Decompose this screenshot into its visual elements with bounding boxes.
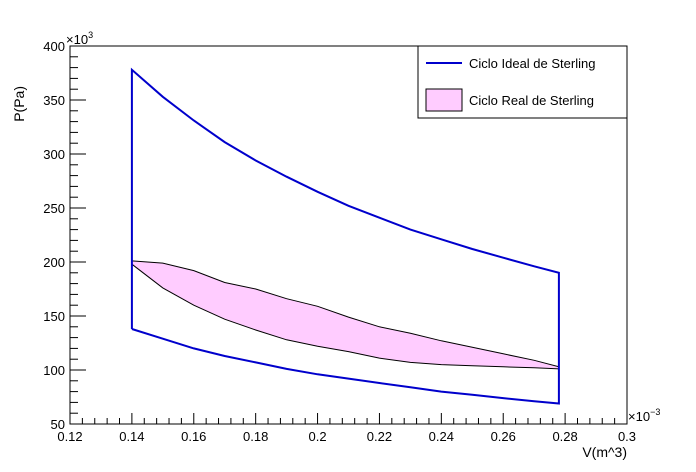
x-tick-label: 0.22 <box>367 429 392 444</box>
y-tick-label: 200 <box>43 255 65 270</box>
ideal-cycle-line <box>130 67 560 405</box>
y-tick-label: 150 <box>43 309 65 324</box>
x-tick-label: 0.2 <box>309 429 327 444</box>
y-tick-label: 350 <box>43 93 65 108</box>
y-axis-label: P(Pa) <box>11 86 27 122</box>
x-tick-label: 0.24 <box>429 429 454 444</box>
y-tick-label: 50 <box>51 417 65 432</box>
x-axis-ticks: 0.12 0.14 0.16 0.18 0.2 0.22 0.24 0.26 0.28 0.3 <box>57 413 636 444</box>
x-exponent-label: ×10−3 <box>628 407 660 424</box>
x-tick-label: 0.16 <box>181 429 206 444</box>
x-tick-label: 0.26 <box>491 429 516 444</box>
y-exponent-label: ×103 <box>66 30 93 47</box>
legend-swatch-real <box>425 88 463 112</box>
y-tick-label: 250 <box>43 201 65 216</box>
y-axis-ticks: 50 100 150 200 250 300 350 400 <box>43 39 86 432</box>
x-tick-label: 0.14 <box>119 429 144 444</box>
x-tick-label: 0.12 <box>57 429 82 444</box>
y-tick-label: 400 <box>43 39 65 54</box>
x-axis-label: V(m^3) <box>582 444 627 460</box>
legend-label-real: Ciclo Real de Sterling <box>469 93 594 108</box>
y-tick-label: 300 <box>43 147 65 162</box>
x-tick-label: 0.18 <box>243 429 268 444</box>
x-tick-label: 0.3 <box>618 429 636 444</box>
x-tick-label: 0.28 <box>552 429 577 444</box>
y-tick-label: 100 <box>43 363 65 378</box>
legend: Ciclo Ideal de Sterling Ciclo Real de St… <box>417 45 628 119</box>
legend-label-ideal: Ciclo Ideal de Sterling <box>469 56 595 71</box>
